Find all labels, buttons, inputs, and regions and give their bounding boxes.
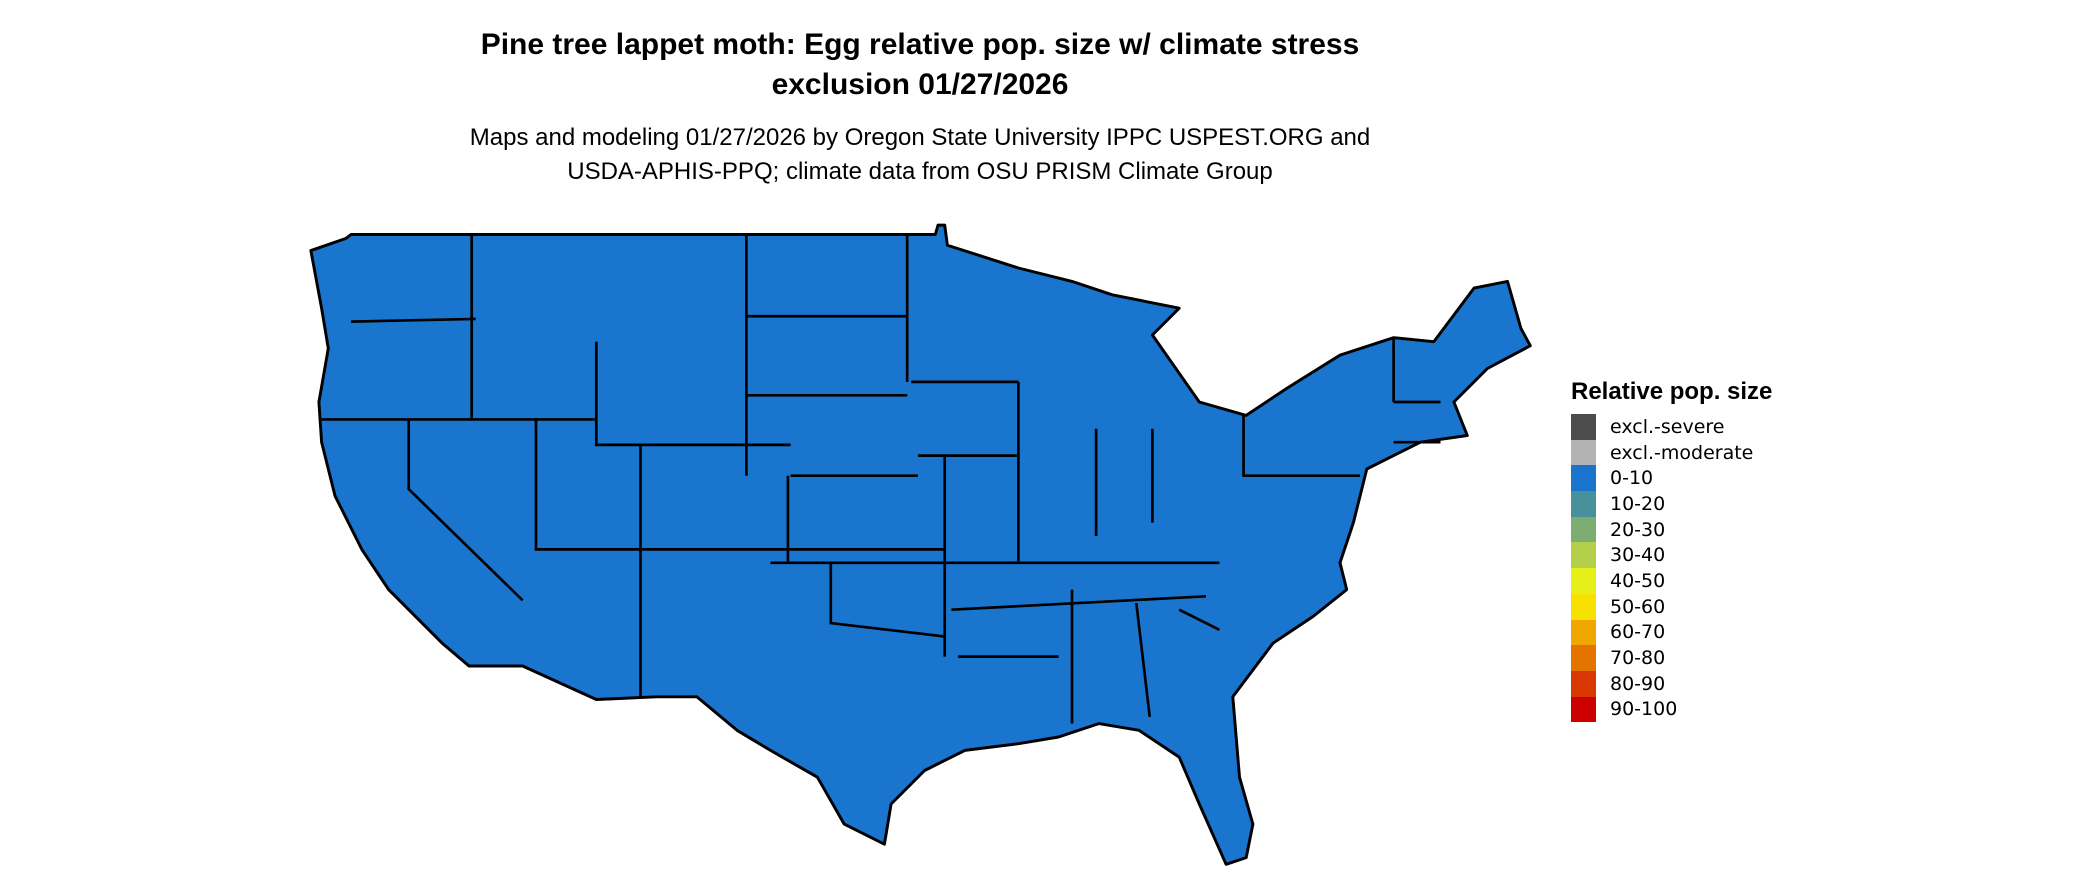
legend-swatch xyxy=(1571,645,1596,671)
legend-label: 0-10 xyxy=(1610,467,1654,490)
legend-swatch xyxy=(1571,439,1596,466)
legend-label: 50-60 xyxy=(1610,595,1666,618)
legend-label: 10-20 xyxy=(1610,492,1666,515)
legend-swatch xyxy=(1571,465,1596,492)
legend-label: excl.-moderate xyxy=(1610,441,1754,464)
legend-item: 50-60 xyxy=(1571,593,1772,620)
legend-item: excl.-moderate xyxy=(1571,439,1772,466)
legend-label: 30-40 xyxy=(1610,544,1666,567)
legend-label: 20-30 xyxy=(1610,518,1666,541)
map-title-line2: exclusion 01/27/2026 xyxy=(771,68,1069,101)
legend: Relative pop. size excl.-severe excl.-mod… xyxy=(1571,378,1773,723)
us-outline xyxy=(309,223,1532,866)
legend-item: 30-40 xyxy=(1571,542,1772,569)
map-title-line1: Pine tree lappet moth: Egg relative pop.… xyxy=(480,28,1360,61)
legend-item: 70-80 xyxy=(1571,645,1772,671)
legend-item: 80-90 xyxy=(1571,670,1772,697)
legend-swatch xyxy=(1571,670,1596,697)
state-borders xyxy=(321,234,1441,724)
legend-swatch xyxy=(1571,568,1596,594)
legend-swatch xyxy=(1571,414,1596,440)
legend-swatch xyxy=(1571,696,1596,723)
legend-label: excl.-severe xyxy=(1610,415,1725,438)
legend-label: 90-100 xyxy=(1610,698,1678,721)
legend-swatch xyxy=(1571,593,1596,620)
legend-item: 60-70 xyxy=(1571,619,1772,646)
legend-label: 40-50 xyxy=(1610,569,1666,592)
legend-label: 60-70 xyxy=(1610,621,1666,644)
legend-item: 20-30 xyxy=(1571,516,1772,543)
legend-title: Relative pop. size xyxy=(1571,378,1773,405)
legend-swatch xyxy=(1571,542,1596,569)
legend-label: 70-80 xyxy=(1610,647,1666,670)
legend-item: 40-50 xyxy=(1571,568,1772,594)
map-subtitle-line2: USDA-APHIS-PPQ; climate data from OSU PR… xyxy=(567,158,1273,185)
legend-label: 80-90 xyxy=(1610,672,1666,695)
map-subtitle-line1: Maps and modeling 01/27/2026 by Oregon S… xyxy=(469,124,1371,151)
legend-item: 90-100 xyxy=(1571,696,1772,723)
legend-item: 10-20 xyxy=(1571,491,1772,517)
legend-swatch xyxy=(1571,619,1596,646)
legend-item: 0-10 xyxy=(1571,465,1772,492)
legend-item: excl.-severe xyxy=(1571,414,1772,440)
legend-swatch xyxy=(1571,491,1596,517)
legend-items: excl.-severe excl.-moderate 0-10 10-20 20-30… xyxy=(1571,414,1772,723)
legend-swatch xyxy=(1571,516,1596,543)
